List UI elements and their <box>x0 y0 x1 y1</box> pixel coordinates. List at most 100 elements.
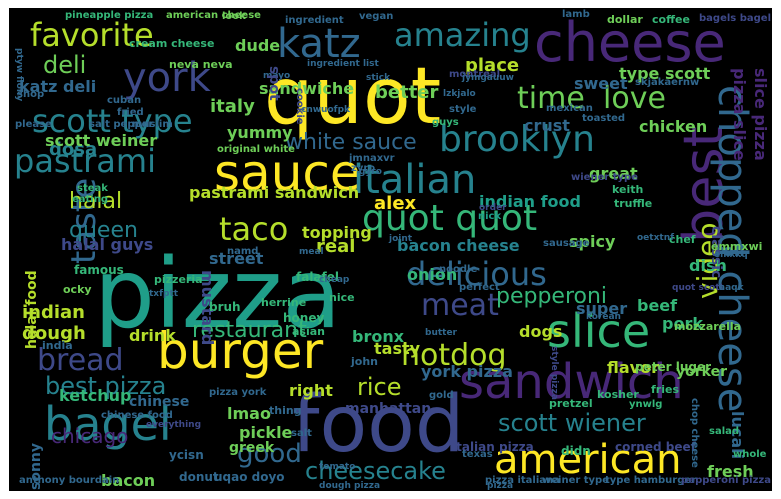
word-toasted: toasted <box>582 113 626 124</box>
word-cloud: pizza quot food cheese sauce burger best sandwi… <box>9 8 772 491</box>
word-restaurant: restaurant <box>192 318 307 343</box>
word-ocky: ocky <box>63 283 92 296</box>
word-pepperoni: pepperoni <box>496 284 608 309</box>
word-best-pizza: best pizza <box>45 372 167 400</box>
word-truffle: truffle <box>614 197 653 210</box>
word-corned-beef: corned beef <box>615 440 696 454</box>
word-kosher: kosher <box>597 388 639 401</box>
word-pretzel: pretzel <box>549 397 593 410</box>
word-street: street <box>209 249 264 268</box>
word-keith: keith <box>612 183 644 196</box>
word-chicago: chicago <box>51 424 129 448</box>
word-american-cheese: american cheese <box>166 10 261 21</box>
word-fresh: fresh <box>707 462 754 481</box>
word-fries: fries <box>651 383 679 396</box>
word-pastrami-sandwich: pastrami sandwich <box>189 183 360 202</box>
word-muslim: muslim <box>132 119 173 130</box>
word-manhattan: manhattan <box>345 401 432 417</box>
word-roll: roll <box>715 241 745 260</box>
word-katz: katz <box>277 21 361 67</box>
word-sauce: sauce <box>214 144 361 202</box>
word-drink: drink <box>129 326 176 345</box>
word-bagels-bagel: bagels bagel <box>699 13 771 24</box>
word-everything: everything <box>146 420 202 430</box>
word-mayo: mayo <box>263 71 291 81</box>
word-steak: steak <box>77 183 108 194</box>
word-brooklyn: brooklyn <box>439 119 595 160</box>
word-meal: meal <box>299 247 324 257</box>
word-lamb: lamb <box>562 9 590 20</box>
word-cheese: cheese <box>534 11 726 74</box>
word-uqao-doyo: uqao doyo <box>214 470 285 484</box>
word-texas: texas <box>462 449 493 460</box>
word-dude: dude <box>235 36 281 55</box>
word-cheap: cheap <box>319 275 350 285</box>
word-sweet: sweet <box>574 74 628 93</box>
word-queen: queen <box>69 218 138 243</box>
word-donut: donut <box>179 470 219 484</box>
word-delicious: delicious <box>406 255 547 293</box>
word-pizza-slice: pizza slice <box>730 68 749 161</box>
word-scott-wiener: scott wiener <box>498 409 646 437</box>
word-herrine: herrine <box>261 296 307 309</box>
word-emmxwi: emmxwi <box>711 240 763 253</box>
word-york-pizza: york pizza <box>421 362 513 381</box>
word-chicken: chicken <box>639 117 708 136</box>
word-dosa: dosa <box>49 139 98 160</box>
word-chinese-food: chinese food <box>101 410 173 421</box>
word-order: order <box>479 203 507 213</box>
word-york: york <box>123 55 211 101</box>
word-white-sauce: white sauce <box>285 130 417 155</box>
word-anthony-bourdain: anthony bourdain <box>19 475 120 486</box>
word-pizza: pizza <box>487 481 514 491</box>
word-mozzarella: mozzarella <box>674 320 742 333</box>
word-pineapple-pizza: pineapple pizza <box>65 10 154 21</box>
word-italian-pizza: italian pizza <box>452 440 534 454</box>
word-zyro: zyro <box>351 163 376 174</box>
word-love: love <box>603 81 666 116</box>
word-salt-pepper: salt pepper <box>89 119 154 130</box>
word-aaqk: aaqk <box>719 283 744 293</box>
word-salt: salt <box>291 428 312 439</box>
word-whole: whole <box>733 449 767 460</box>
word-famous: famous <box>74 263 124 277</box>
word-nice: nice <box>329 291 355 304</box>
word-oetxtnf: oetxtnf <box>637 233 675 243</box>
word-slice-pizza: slice pizza <box>751 68 770 161</box>
word-type-scott: type scott <box>619 64 711 83</box>
word-greek: greek <box>229 440 275 456</box>
word-didn: didn <box>561 444 591 458</box>
word-chinese: chinese <box>129 394 190 410</box>
word-shop: shop <box>17 89 45 100</box>
word-honey: honey <box>283 311 325 325</box>
word-quot-quot: quot quot <box>362 198 538 239</box>
word-ketchup: ketchup <box>59 386 132 405</box>
word-crust: crust <box>524 116 570 135</box>
word-sandwiche: sandwiche <box>259 79 355 98</box>
word-skjakaernw: skjakaernw <box>635 77 700 88</box>
word-sausage: sausage <box>543 238 590 249</box>
word-halal: halal <box>69 189 123 214</box>
word-cream-cheese: cream cheese <box>129 37 215 50</box>
word-good: good <box>237 439 302 469</box>
word-hotdog: hotdog <box>401 338 507 373</box>
word-txfptt: txfptt <box>149 289 179 299</box>
word-pizza-york: pizza york <box>209 387 267 398</box>
word-gyro: gyro <box>359 167 382 177</box>
word-weiner-type: weiner type <box>542 475 610 486</box>
word-noodle: noodle <box>439 264 478 275</box>
word-real: real <box>316 236 356 257</box>
word-asian: asian <box>292 325 325 338</box>
word-super: super <box>576 299 628 318</box>
word-bronx: bronx <box>352 327 405 346</box>
word-ingredient-list: ingredient list <box>307 59 379 69</box>
word-falafel: falafel <box>296 270 340 284</box>
word-jymgauuw: jymgauuw <box>462 73 514 83</box>
word-pastrami: pastrami <box>14 142 156 180</box>
word-italian: italian <box>353 157 477 203</box>
word-spot: spot <box>266 66 282 101</box>
word-chop-cheese: chop cheese <box>689 398 700 468</box>
word-bagel: bagel <box>44 397 172 451</box>
word-fried: fried <box>117 107 144 118</box>
word-rice: rice <box>357 373 402 401</box>
